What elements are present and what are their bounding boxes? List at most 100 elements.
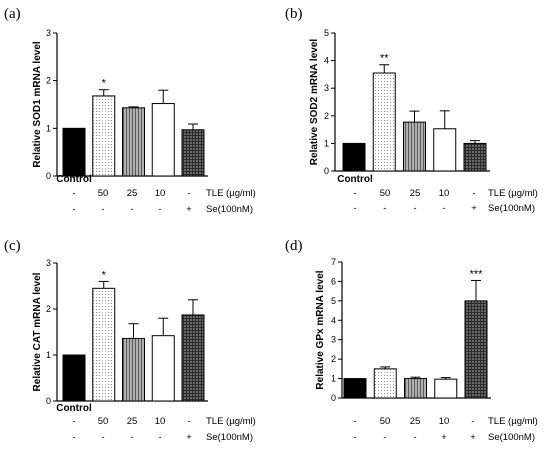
panel-c-control-label: Control [56,403,92,414]
panel-d-y-tick-label: 6 [331,276,336,286]
panel-c-significance-2: * [102,269,107,281]
panel-d-significance-5: *** [470,268,484,280]
panel-a-bar-3 [122,107,145,177]
panel-d-bar-3 [404,378,427,399]
panel-a-tle-cell: 10 [155,188,166,199]
panel-d-tle-cell: - [353,416,356,427]
panel-d-bar-5 [464,300,488,399]
panel-b-se-cell: - [353,203,356,214]
panel-d-bar-1 [343,378,367,399]
panel-b-y-tick-label: 3 [324,83,329,93]
panel-d-y-tick-label: 4 [331,315,336,325]
panel-b-tle-cell: 10 [439,188,450,199]
panel-c-se-label: Se(100nM) [206,432,253,443]
panel-a-bar-1 [62,127,86,177]
panel-c-tle-label: TLE (µg/ml) [206,416,256,427]
panel-d-y-tick-label: 1 [331,374,336,384]
panel-c-bar-4 [151,335,175,402]
panel-b-bar-3 [403,121,426,172]
panel-b-y-axis-title: Relative SOD2 mRNA level [309,39,320,166]
panel-b-tle-cell: 25 [410,188,421,199]
panel-b-bar-2 [372,72,396,172]
panel-d-tle-cell: 25 [410,416,421,427]
panel-c-tle-cell: - [187,416,190,427]
panel-a-se-cell: + [186,204,192,215]
panel-c-y-tick-label: 1 [46,350,51,360]
panel-b-bar-1 [342,142,366,172]
panel-a-tle-cell: - [187,188,190,199]
panel-a-tle-cell: 25 [127,188,138,199]
panel-c-y-tick-label: 0 [46,396,51,406]
panel-a-se-cell: - [130,204,133,215]
panel-a-y-tick-label: 2 [46,76,51,86]
panel-c-label: (c) [4,238,21,254]
panel-b-se-cell: - [442,203,445,214]
panel-d-y-axis-title: Relative GPx mRNA level [315,270,326,389]
panel-d-bar-2 [373,368,397,399]
panel-b-se-cell: - [383,203,386,214]
panel-b-se-cell: - [413,203,416,214]
panel-d-y-tick-label: 7 [331,257,336,267]
panel-a-y-axis-title: Relative SOD1 mRNA level [32,41,43,168]
panel-a-y-tick-label: 0 [46,171,51,181]
panel-a-y-tick-label: 1 [46,123,51,133]
panel-c-y-tick-label: 3 [46,258,51,268]
panel-a-tle-cell: - [72,188,75,199]
panel-a-se-label: Se(100nM) [206,204,253,215]
panel-c-tle-cell: 10 [155,416,166,427]
panel-a-control-label: Control [56,174,92,185]
panel-b-label: (b) [285,6,303,22]
panel-b-bar-4 [433,128,457,172]
panel-b-bar-5 [463,142,487,172]
panel-c-y-axis-title: Relative CAT mRNA level [32,272,43,391]
panel-d-se-cell: + [441,432,447,443]
panel-b-tle-cell: 50 [380,188,391,199]
panel-d-se-cell: - [383,432,386,443]
panel-c-se-cell: + [186,432,192,443]
panel-d-tle-label: TLE (µg/ml) [488,416,538,427]
panel-c-se-cell: - [101,432,104,443]
panel-c-se-cell: - [72,432,75,443]
panel-a-se-cell: - [158,204,161,215]
panel-d-tle-cell: - [471,416,474,427]
panel-d-tle-cell: 50 [380,416,391,427]
panel-a-se-cell: - [72,204,75,215]
panel-d-bar-4 [434,378,458,399]
panel-a-significance-2: * [102,78,107,90]
panel-d-y-tick-label: 0 [331,393,336,403]
panel-b-tle-label: TLE (µg/ml) [488,188,538,199]
panel-a-se-cell: - [101,204,104,215]
panel-c-tle-cell: - [72,416,75,427]
panel-d-se-cell: - [353,432,356,443]
panel-a-tle-label: TLE (µg/ml) [206,188,256,199]
panel-c-y-tick-label: 2 [46,304,51,314]
panel-d-y-tick-label: 2 [331,354,336,364]
panel-b-y-tick-label: 4 [324,56,329,66]
panel-c-tle-cell: 25 [127,416,138,427]
panel-b-y-tick-label: 2 [324,111,329,121]
panel-a-bar-5 [181,129,205,177]
panel-d-y-tick-label: 3 [331,335,336,345]
panel-b-tle-cell: - [472,188,475,199]
panel-c-bar-1 [62,354,86,402]
panel-a-bar-4 [151,103,175,177]
panel-b-control-label: Control [337,174,373,185]
panel-c-se-cell: - [130,432,133,443]
panel-d-se-cell: + [470,432,476,443]
panel-d-y-tick-label: 5 [331,296,336,306]
panel-c-tle-cell: 50 [98,416,109,427]
panel-a-tle-cell: 50 [98,188,109,199]
panel-c-bar-3 [122,337,145,402]
panel-c-bar-5 [181,314,205,402]
panel-d-label: (d) [285,238,303,254]
panel-b-se-cell: + [471,203,477,214]
panel-b-se-label: Se(100nM) [488,203,535,214]
panel-b-tle-cell: - [353,188,356,199]
panel-b-y-tick-label: 0 [324,166,329,176]
panel-c-se-cell: - [158,432,161,443]
panel-a-label: (a) [4,6,21,22]
panel-d-se-cell: - [413,432,416,443]
panel-b-significance-2: ** [380,53,389,65]
panel-c-bar-2 [92,287,116,402]
